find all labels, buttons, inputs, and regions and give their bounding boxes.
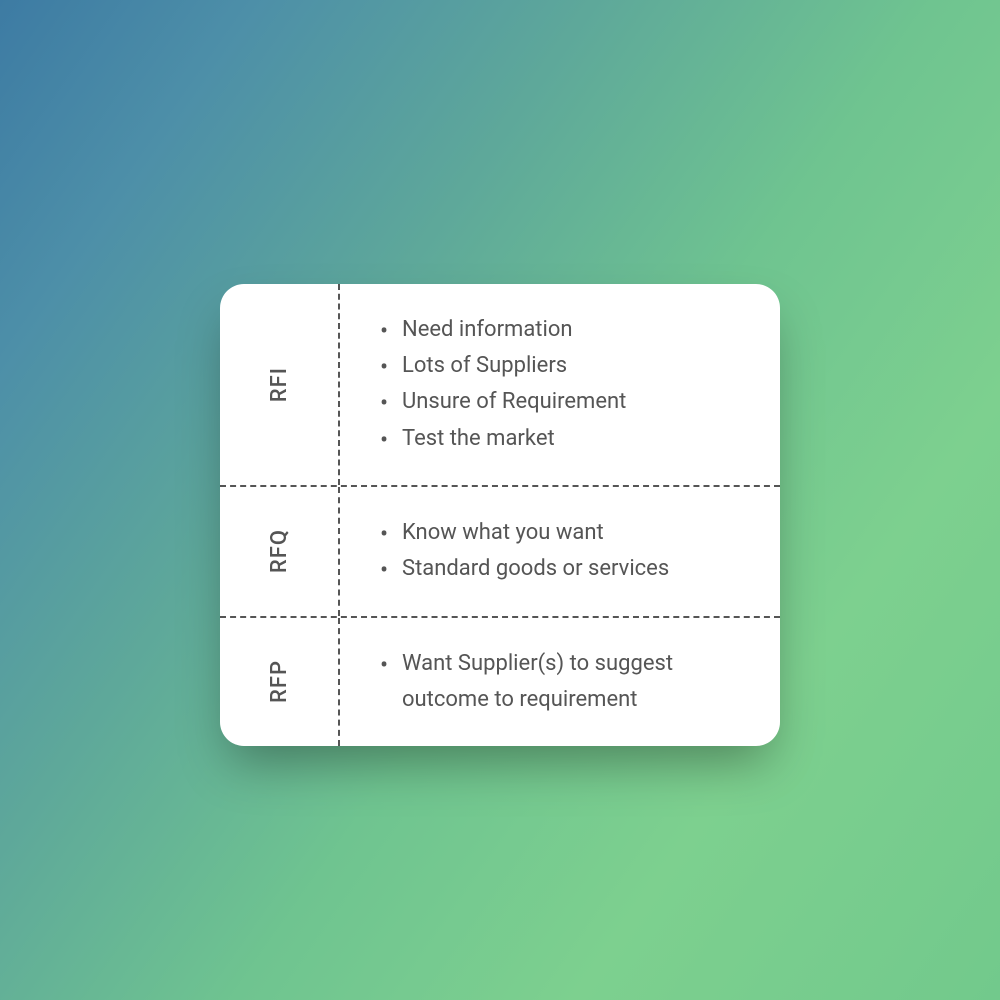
row-rfi: RFI Need information Lots of Suppliers U… bbox=[220, 284, 780, 485]
list-item: Standard goods or services bbox=[380, 551, 746, 587]
row-label: RFP bbox=[267, 660, 292, 703]
list-item: Test the market bbox=[380, 421, 746, 457]
rfi-list: Need information Lots of Suppliers Unsur… bbox=[380, 312, 746, 457]
list-item: Lots of Suppliers bbox=[380, 348, 746, 384]
content-cell-rfp: Want Supplier(s) to suggest outcome to r… bbox=[340, 618, 780, 747]
comparison-card: RFI Need information Lots of Suppliers U… bbox=[220, 284, 780, 746]
label-cell-rfq: RFQ bbox=[220, 487, 340, 616]
label-cell-rfp: RFP bbox=[220, 618, 340, 747]
row-rfp: RFP Want Supplier(s) to suggest outcome … bbox=[220, 616, 780, 747]
rfp-list: Want Supplier(s) to suggest outcome to r… bbox=[380, 646, 746, 719]
row-label: RFI bbox=[267, 367, 292, 402]
list-item: Need information bbox=[380, 312, 746, 348]
label-cell-rfi: RFI bbox=[220, 284, 340, 485]
row-label: RFQ bbox=[267, 529, 292, 573]
content-cell-rfq: Know what you want Standard goods or ser… bbox=[340, 487, 780, 616]
row-rfq: RFQ Know what you want Standard goods or… bbox=[220, 485, 780, 616]
list-item: Unsure of Requirement bbox=[380, 384, 746, 420]
rfq-list: Know what you want Standard goods or ser… bbox=[380, 515, 746, 588]
content-cell-rfi: Need information Lots of Suppliers Unsur… bbox=[340, 284, 780, 485]
list-item: Want Supplier(s) to suggest outcome to r… bbox=[380, 646, 746, 719]
list-item: Know what you want bbox=[380, 515, 746, 551]
